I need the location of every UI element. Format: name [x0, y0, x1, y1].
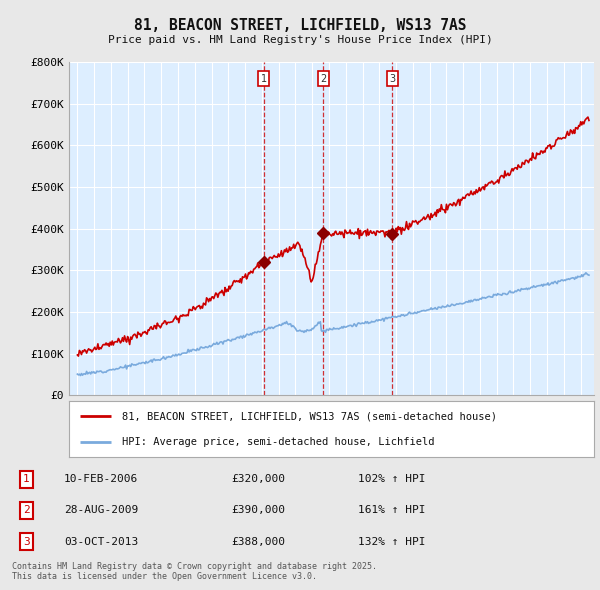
Text: 132% ↑ HPI: 132% ↑ HPI	[358, 536, 425, 546]
Text: £388,000: £388,000	[231, 536, 285, 546]
Text: 1: 1	[260, 74, 267, 84]
Text: 10-FEB-2006: 10-FEB-2006	[64, 474, 138, 484]
Text: 3: 3	[389, 74, 395, 84]
Text: 3: 3	[23, 536, 30, 546]
Text: £320,000: £320,000	[231, 474, 285, 484]
Text: 2: 2	[320, 74, 326, 84]
Text: 03-OCT-2013: 03-OCT-2013	[64, 536, 138, 546]
Text: 102% ↑ HPI: 102% ↑ HPI	[358, 474, 425, 484]
Text: 161% ↑ HPI: 161% ↑ HPI	[358, 506, 425, 515]
Text: 81, BEACON STREET, LICHFIELD, WS13 7AS (semi-detached house): 81, BEACON STREET, LICHFIELD, WS13 7AS (…	[121, 411, 497, 421]
Text: 1: 1	[23, 474, 30, 484]
Text: 2: 2	[23, 506, 30, 515]
Text: HPI: Average price, semi-detached house, Lichfield: HPI: Average price, semi-detached house,…	[121, 437, 434, 447]
Text: Contains HM Land Registry data © Crown copyright and database right 2025.
This d: Contains HM Land Registry data © Crown c…	[12, 562, 377, 581]
Text: 28-AUG-2009: 28-AUG-2009	[64, 506, 138, 515]
Text: £390,000: £390,000	[231, 506, 285, 515]
Text: 81, BEACON STREET, LICHFIELD, WS13 7AS: 81, BEACON STREET, LICHFIELD, WS13 7AS	[134, 18, 466, 32]
Text: Price paid vs. HM Land Registry's House Price Index (HPI): Price paid vs. HM Land Registry's House …	[107, 35, 493, 45]
